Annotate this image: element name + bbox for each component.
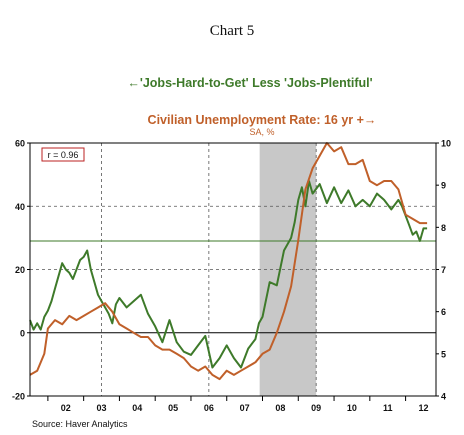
left-axis-tick-label: 20	[15, 265, 25, 275]
left-axis-tick-label: 0	[20, 328, 25, 338]
series-line-unemployment-rate	[29, 142, 428, 381]
left-axis-tick-label: -20	[12, 392, 25, 402]
x-axis-tick-label: 07	[240, 403, 250, 413]
legend-right-series: Civilian Unemployment Rate: 16 yr +→	[148, 113, 377, 127]
series-line-jobs-differential	[29, 180, 428, 369]
source-note: Source: Haver Analytics	[32, 419, 128, 429]
x-axis-tick-label: 09	[311, 403, 321, 413]
x-axis-tick-label: 03	[97, 403, 107, 413]
correlation-label: r = 0.96	[48, 150, 79, 160]
x-axis-tick-label: 12	[418, 403, 428, 413]
correlation-box	[41, 147, 85, 162]
chart-title: Chart 5	[210, 23, 255, 39]
x-axis-tick-label: 04	[132, 403, 142, 413]
right-axis-tick-label: 7	[441, 265, 446, 275]
x-axis-tick-label: 02	[61, 403, 71, 413]
x-axis-tick-label: 05	[168, 403, 178, 413]
right-axis-tick-label: 8	[441, 223, 446, 233]
right-axis-subtitle: SA, %	[249, 127, 274, 137]
legend-left-series: ←'Jobs-Hard-to-Get' Less 'Jobs-Plentiful…	[127, 76, 372, 90]
right-axis-tick-label: 6	[441, 307, 446, 317]
x-axis-tick-label: 11	[383, 403, 393, 413]
right-axis-tick-label: 9	[441, 181, 446, 191]
right-axis-tick-label: 4	[441, 392, 446, 402]
left-axis-tick-label: 60	[15, 139, 25, 149]
left-axis-tick-label: 40	[15, 202, 25, 212]
right-axis-tick-label: 5	[441, 349, 446, 359]
x-axis-tick-label: 10	[347, 403, 357, 413]
x-axis-tick-label: 06	[204, 403, 214, 413]
right-axis-tick-label: 10	[441, 139, 451, 149]
plot-area: -20 0 20 40 60 4 5 6 7 8 9 10 02 03 04 05 06 07 08 09 10 11 12…	[12, 139, 451, 414]
x-axis-tick-label: 08	[275, 403, 285, 413]
